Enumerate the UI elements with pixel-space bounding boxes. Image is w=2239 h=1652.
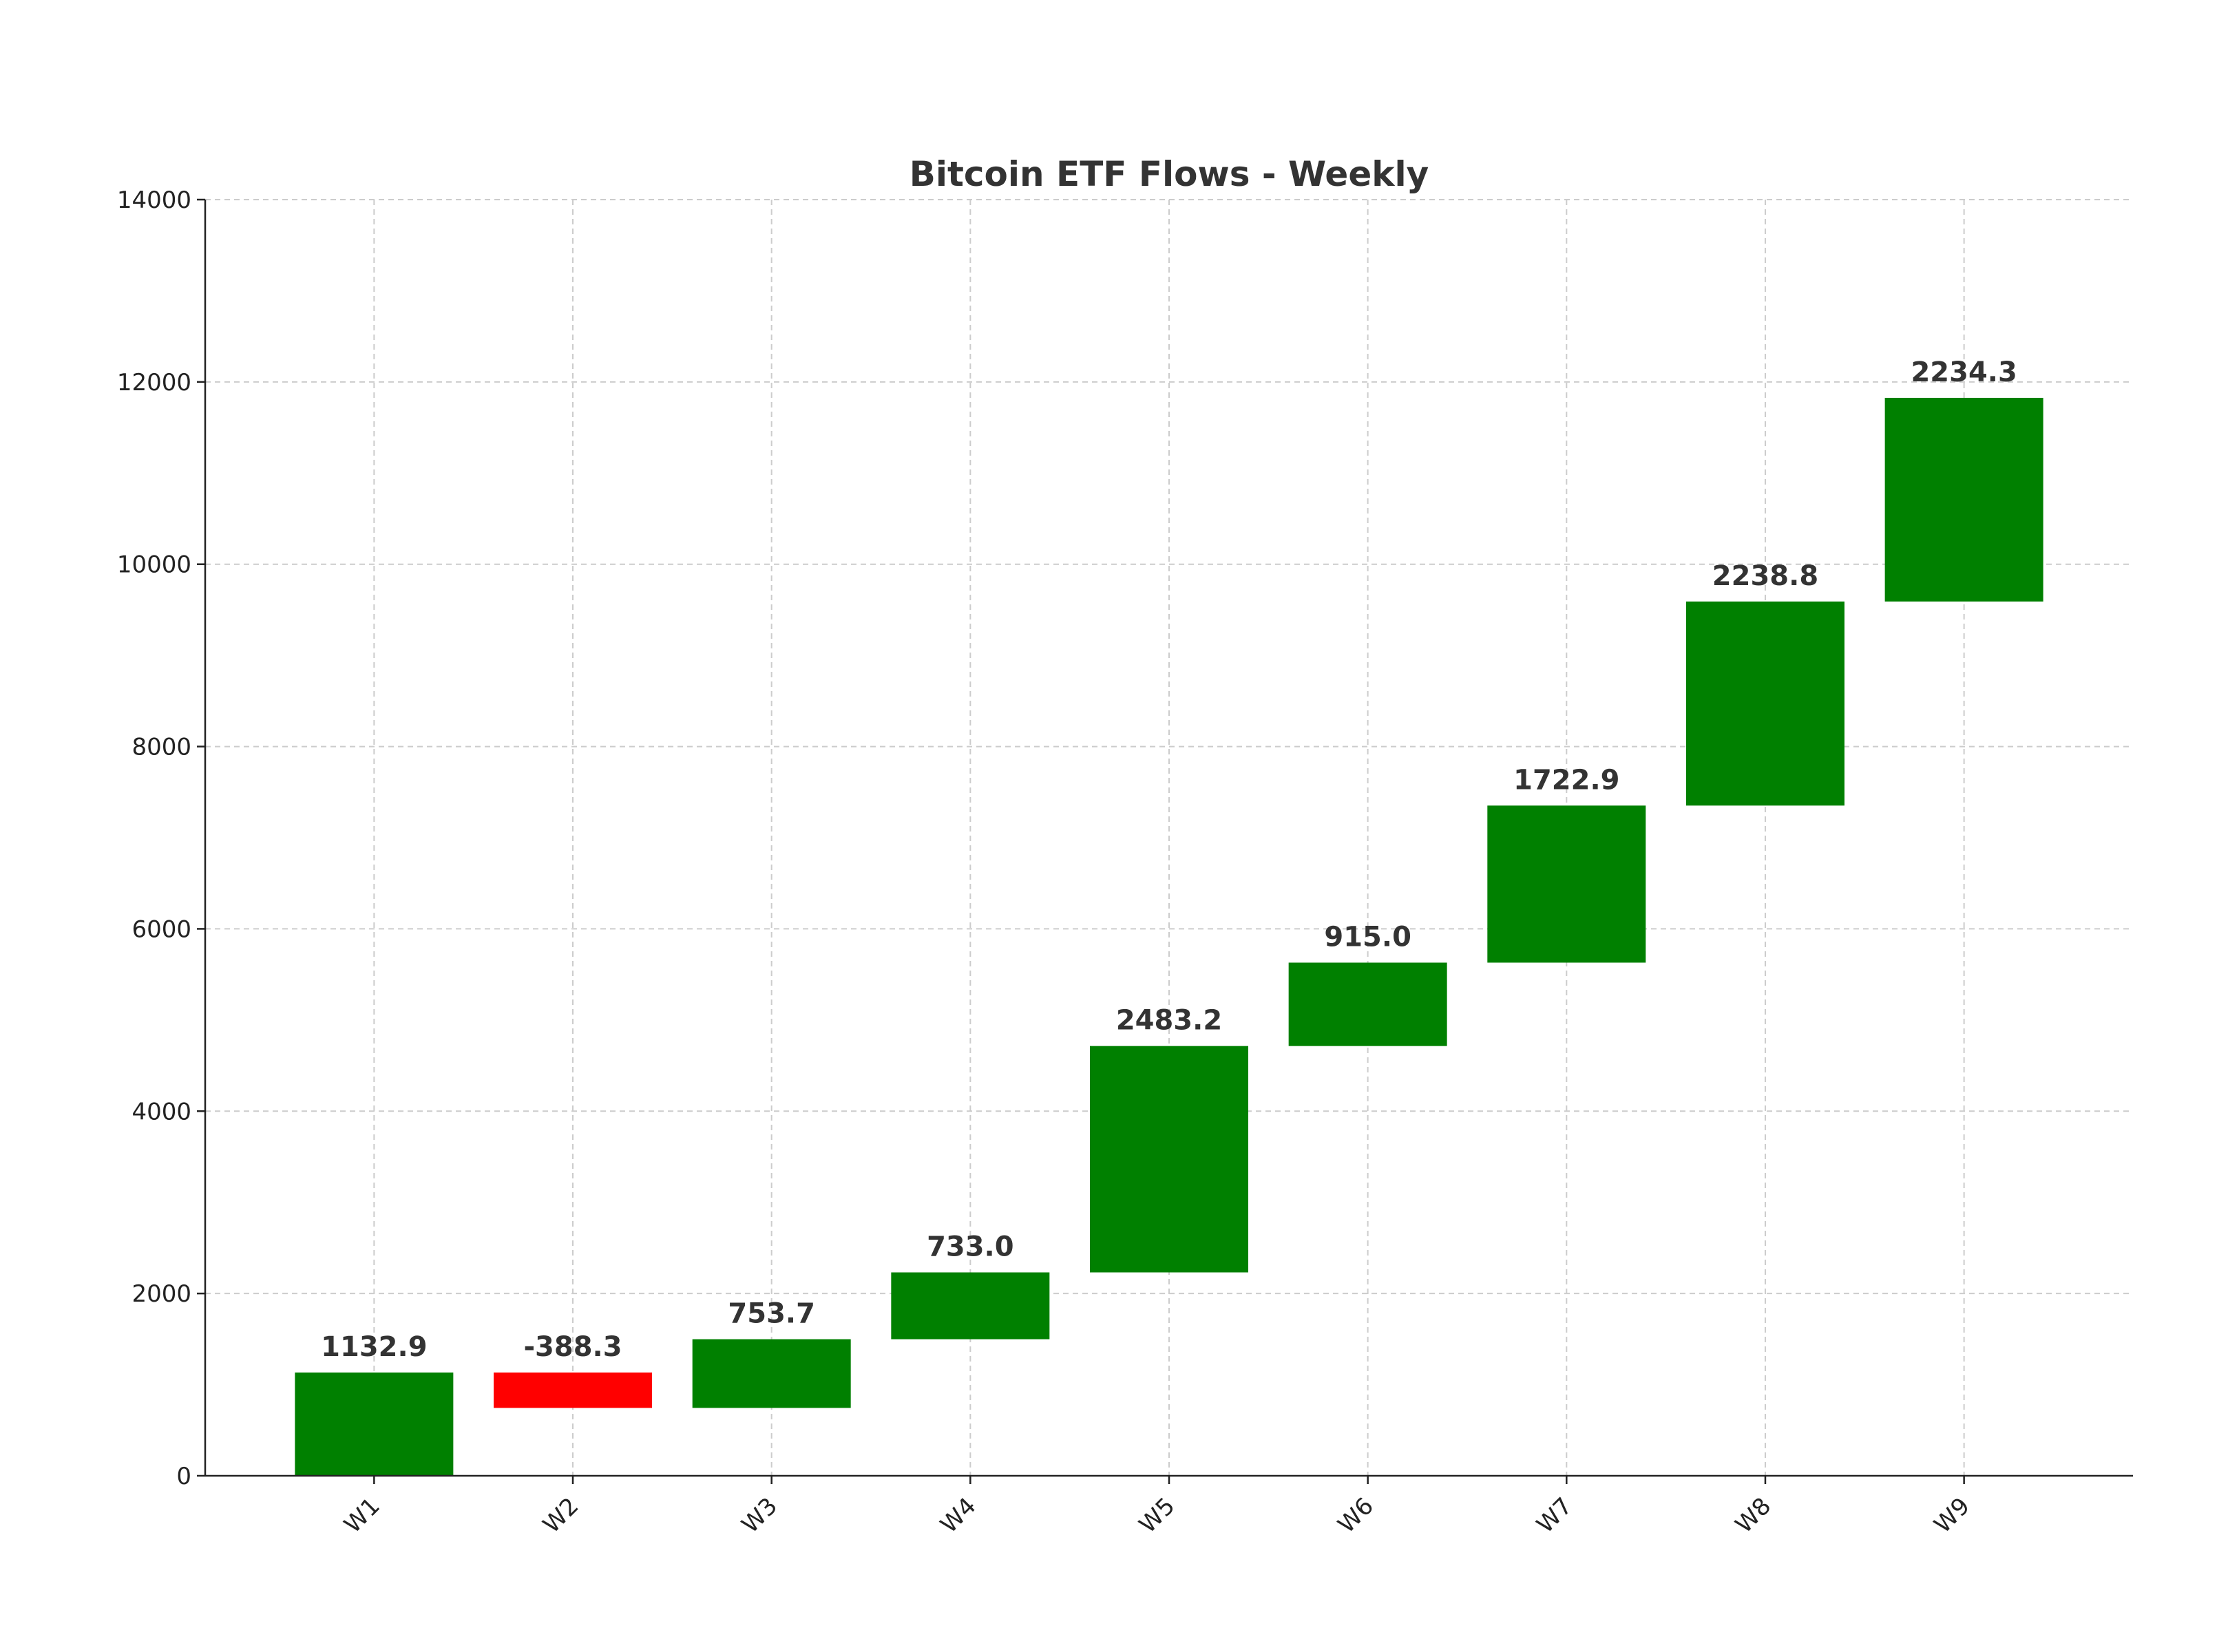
value-label: 733.0 — [927, 1231, 1014, 1263]
bars — [295, 397, 2043, 1476]
x-tick-label: W8 — [1730, 1492, 1776, 1538]
y-tick-label: 2000 — [132, 1280, 191, 1308]
y-ticks: 0 2000 4000 6000 8000 10000 12000 14000 — [117, 187, 205, 1490]
bar-w7 — [1487, 805, 1646, 963]
value-label: 915.0 — [1324, 921, 1411, 953]
x-tick-label: W9 — [1929, 1492, 1975, 1538]
y-tick-label: 6000 — [132, 915, 191, 943]
bar-w3 — [692, 1339, 851, 1408]
y-tick-label: 8000 — [132, 734, 191, 761]
value-label: 1722.9 — [1513, 764, 1619, 796]
x-ticks: W1 W2 W3 W4 W5 W6 W7 W8 W9 — [339, 1476, 1975, 1538]
y-tick-label: 4000 — [132, 1098, 191, 1125]
grid-lines — [205, 199, 2133, 1476]
x-tick-label: W4 — [935, 1492, 981, 1538]
x-tick-label: W2 — [538, 1492, 584, 1538]
value-label: 2238.8 — [1712, 560, 1818, 592]
bar-w4 — [891, 1272, 1050, 1339]
x-tick-label: W6 — [1333, 1492, 1379, 1538]
chart-title: Bitcoin ETF Flows - Weekly — [910, 154, 1429, 194]
bar-w8 — [1685, 601, 1844, 806]
bar-w2 — [494, 1372, 653, 1408]
y-tick-label: 12000 — [117, 369, 191, 396]
bar-w9 — [1884, 397, 2043, 602]
value-labels: 1132.9 -388.3 753.7 733.0 2483.2 915.0 1722.9 2… — [321, 357, 2017, 1363]
bar-w6 — [1288, 962, 1447, 1046]
x-tick-label: W3 — [737, 1492, 783, 1538]
value-label: -388.3 — [523, 1331, 622, 1363]
value-label: 753.7 — [728, 1298, 815, 1330]
y-tick-label: 10000 — [117, 551, 191, 579]
x-tick-label: W5 — [1134, 1492, 1180, 1538]
x-tick-label: W7 — [1531, 1492, 1577, 1538]
y-tick-label: 14000 — [117, 187, 191, 214]
y-tick-label: 0 — [176, 1463, 191, 1490]
bar-w1 — [295, 1372, 454, 1476]
value-label: 1132.9 — [321, 1331, 427, 1363]
value-label: 2234.3 — [1911, 357, 2017, 388]
value-label: 2483.2 — [1116, 1005, 1222, 1037]
x-tick-label: W1 — [339, 1492, 385, 1538]
bar-w5 — [1090, 1046, 1248, 1273]
